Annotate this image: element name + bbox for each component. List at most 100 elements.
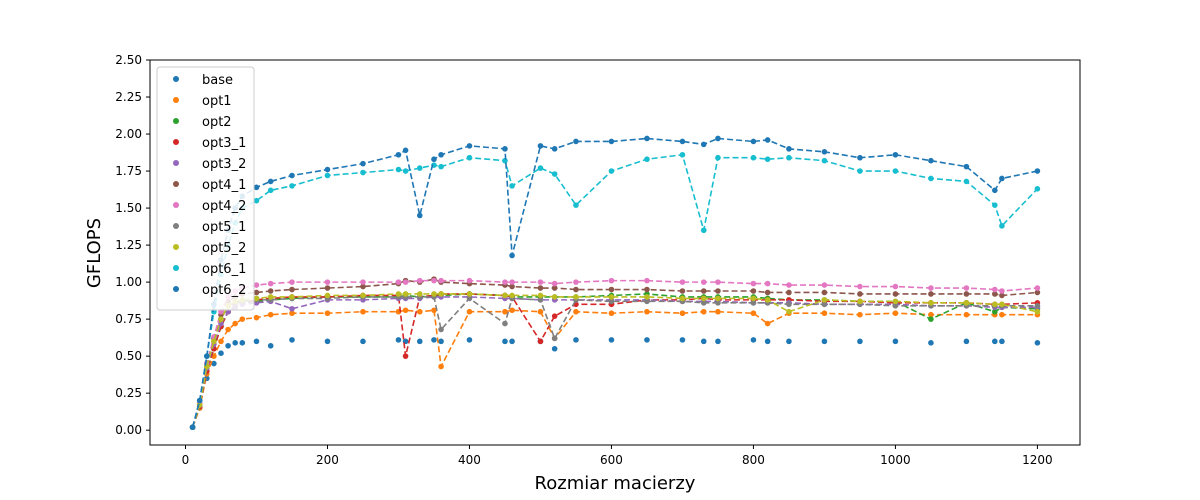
data-point-opt6_2 xyxy=(573,138,579,145)
data-point-opt4_2 xyxy=(764,280,771,287)
data-point-opt5_2 xyxy=(402,291,409,297)
data-point-opt6_1 xyxy=(764,156,771,163)
data-point-opt4_2 xyxy=(992,286,998,293)
data-point-base xyxy=(963,338,970,345)
x-tick-label: 0 xyxy=(182,453,190,467)
legend-label: opt6_2 xyxy=(202,283,246,298)
data-point-opt1 xyxy=(253,314,260,321)
data-point-opt6_2 xyxy=(551,146,558,152)
data-point-opt6_1 xyxy=(1034,186,1041,192)
data-point-opt5_2 xyxy=(963,300,970,306)
data-point-base xyxy=(764,338,771,345)
legend-item-base: base xyxy=(173,73,233,88)
data-point-opt5_1 xyxy=(750,300,757,306)
data-point-base xyxy=(786,338,792,345)
data-point-opt1 xyxy=(764,320,771,327)
data-point-base xyxy=(857,338,863,345)
data-point-opt4_1 xyxy=(892,291,899,297)
data-point-opt5_1 xyxy=(644,298,650,305)
data-point-opt4_1 xyxy=(679,288,686,294)
data-point-opt4_2 xyxy=(395,279,402,285)
data-point-opt6_1 xyxy=(416,165,423,171)
data-point-opt4_1 xyxy=(750,288,757,294)
data-point-opt5_2 xyxy=(679,295,686,302)
y-tick-label: 0.25 xyxy=(115,386,142,400)
data-point-opt6_1 xyxy=(715,154,721,161)
data-point-opt6_2 xyxy=(1034,168,1041,174)
data-point-opt4_2 xyxy=(857,283,863,290)
data-point-opt6_2 xyxy=(395,151,402,158)
data-point-opt1 xyxy=(509,307,515,314)
data-point-opt4_2 xyxy=(402,279,409,285)
data-point-opt4_2 xyxy=(431,277,437,284)
data-point-base xyxy=(821,338,828,345)
data-point-base xyxy=(679,337,686,343)
data-point-opt6_1 xyxy=(360,169,366,176)
data-point-opt4_2 xyxy=(700,279,707,285)
data-point-opt6_1 xyxy=(402,168,409,174)
data-point-base xyxy=(608,337,615,343)
data-point-opt1 xyxy=(573,308,579,315)
data-point-opt4_2 xyxy=(644,277,650,284)
data-point-opt4_1 xyxy=(573,286,579,293)
data-point-opt6_1 xyxy=(573,202,579,208)
data-point-opt4_2 xyxy=(324,279,331,285)
data-point-opt5_2 xyxy=(416,291,423,297)
data-point-opt4_2 xyxy=(502,279,508,285)
x-tick-label: 1000 xyxy=(880,453,911,467)
data-point-opt6_2 xyxy=(431,156,437,163)
data-point-opt6_2 xyxy=(402,147,409,154)
legend-item-opt4_1: opt4_1 xyxy=(173,178,246,193)
legend-label: opt6_1 xyxy=(202,262,246,277)
data-point-opt4_1 xyxy=(786,289,792,296)
data-point-opt5_2 xyxy=(289,294,295,300)
data-point-opt6_1 xyxy=(395,166,402,173)
data-point-base xyxy=(992,338,998,345)
data-point-opt1 xyxy=(438,363,444,370)
data-point-opt5_1 xyxy=(551,335,558,342)
legend-label: opt4_2 xyxy=(202,199,246,214)
data-point-opt4_2 xyxy=(928,285,934,291)
legend-marker xyxy=(173,97,179,103)
data-point-opt5_2 xyxy=(395,291,402,297)
data-point-opt4_2 xyxy=(750,280,757,287)
data-point-opt6_2 xyxy=(360,160,366,167)
data-point-opt6_2 xyxy=(509,252,515,259)
legend-item-opt3_2: opt3_2 xyxy=(173,157,246,172)
data-point-opt5_1 xyxy=(892,303,899,309)
data-point-opt1 xyxy=(225,326,231,333)
data-point-opt1 xyxy=(679,310,686,317)
data-point-opt5_2 xyxy=(992,301,998,308)
data-point-base xyxy=(551,345,558,352)
data-point-opt5_2 xyxy=(857,298,863,305)
data-point-opt6_2 xyxy=(821,149,828,155)
data-point-opt4_2 xyxy=(963,285,970,291)
data-point-opt1 xyxy=(537,308,544,315)
data-point-opt6_2 xyxy=(857,154,863,161)
data-point-opt5_2 xyxy=(764,297,771,303)
legend-marker xyxy=(173,265,179,271)
data-point-opt5_2 xyxy=(999,301,1005,308)
data-point-opt5_2 xyxy=(715,295,721,302)
legend-marker xyxy=(173,118,179,124)
data-point-opt6_2 xyxy=(700,141,707,148)
legend-label: opt3_2 xyxy=(202,157,246,172)
x-tick-label: 800 xyxy=(742,453,765,467)
legend-marker xyxy=(173,160,179,166)
x-tick-label: 400 xyxy=(458,453,481,467)
data-point-base xyxy=(289,337,295,343)
data-point-opt3_1 xyxy=(402,353,409,359)
data-point-opt5_2 xyxy=(466,291,473,297)
data-point-opt4_2 xyxy=(360,279,366,285)
data-point-opt1 xyxy=(715,308,721,315)
data-point-opt6_1 xyxy=(821,157,828,164)
data-point-opt4_2 xyxy=(416,277,423,284)
legend-marker xyxy=(173,244,179,250)
data-point-opt4_1 xyxy=(267,288,274,294)
data-point-opt4_1 xyxy=(992,291,998,297)
data-point-opt4_2 xyxy=(509,279,515,285)
data-point-opt5_2 xyxy=(573,294,579,300)
data-point-opt5_2 xyxy=(892,298,899,305)
data-point-opt6_1 xyxy=(608,168,615,174)
data-point-opt6_1 xyxy=(289,183,295,189)
